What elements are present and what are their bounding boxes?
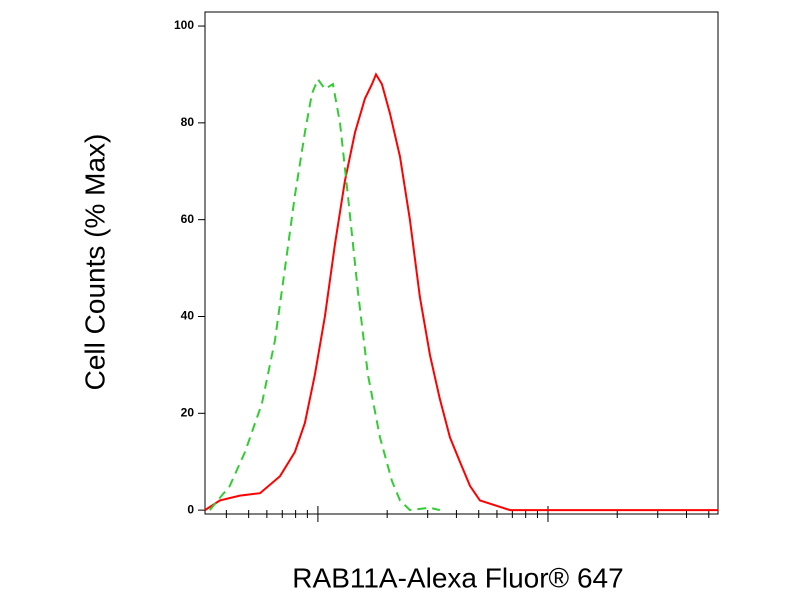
y-tick-label: 20 [181,405,195,419]
y-tick-label: 80 [181,115,195,129]
y-tick-label: 60 [181,212,195,226]
y-tick-label: 100 [174,18,194,32]
data-line [204,72,718,512]
data-line [209,77,441,512]
y-tick-label: 0 [187,502,194,516]
x-axis-label: RAB11A-Alexa Fluor® 647 [292,562,623,593]
y-tick-label: 40 [181,309,195,323]
y-axis-label: Cell Counts (% Max) [79,134,110,391]
plot-frame [204,11,719,515]
